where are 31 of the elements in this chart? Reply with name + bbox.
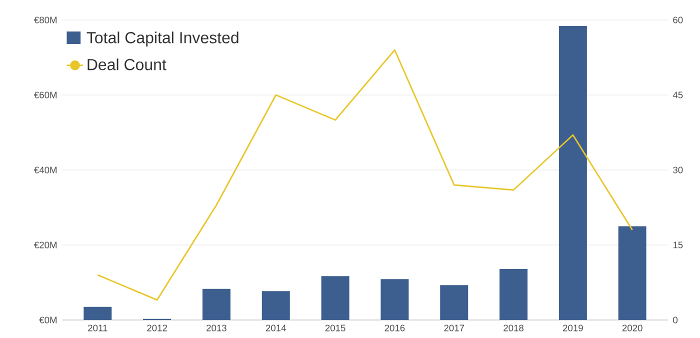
y-tick-label: €0M <box>39 316 57 324</box>
x-tick-label: 2013 <box>206 324 226 332</box>
y2-tick-label: 0 <box>673 316 678 324</box>
legend-label: Total Capital Invested <box>86 32 238 47</box>
bar <box>500 268 528 320</box>
y2-tick-label: 30 <box>673 166 683 174</box>
y2-tick-label: 15 <box>673 242 683 248</box>
y2-tick-label: 60 <box>673 16 683 24</box>
x-tick-label: 2015 <box>325 324 346 332</box>
x-tick-label: 2018 <box>504 324 524 332</box>
bar <box>262 291 290 320</box>
legend-label: Deal Count <box>88 58 166 70</box>
bar <box>618 226 646 320</box>
bar <box>380 279 409 320</box>
x-tick-label: 2020 <box>622 324 642 332</box>
bar <box>84 306 112 320</box>
bar <box>321 276 350 320</box>
x-tick-label: 2017 <box>444 324 464 332</box>
x-tick-label: 2012 <box>147 324 167 332</box>
bar <box>440 285 468 320</box>
x-tick-label: 2019 <box>563 324 583 332</box>
y-tick-label: €40M <box>34 166 57 174</box>
x-tick-label: 2014 <box>266 324 286 332</box>
bar <box>558 26 587 320</box>
y2-tick-label: 45 <box>672 92 683 98</box>
bar <box>202 288 230 320</box>
x-tick-label: 2016 <box>384 324 405 332</box>
y-tick-label: €80M <box>34 16 57 24</box>
y-tick-label: €20M <box>34 242 57 248</box>
y-tick-label: €60M <box>34 92 57 98</box>
x-tick-label: 2011 <box>88 324 108 332</box>
